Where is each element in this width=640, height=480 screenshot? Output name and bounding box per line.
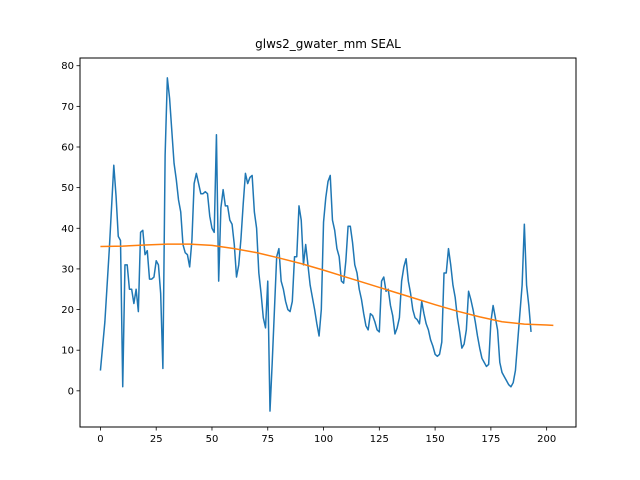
series-line-1 — [99, 77, 532, 412]
x-tick-label: 25 — [150, 434, 163, 445]
y-tick-label: 30 — [61, 264, 74, 275]
x-tick-label: 200 — [537, 434, 556, 445]
x-tick-label: 125 — [370, 434, 389, 445]
plot-frame — [79, 57, 577, 428]
y-tick-label: 20 — [61, 305, 74, 316]
x-tick-label: 75 — [261, 434, 274, 445]
y-tick-label: 40 — [61, 224, 74, 235]
x-tick-label: 175 — [481, 434, 500, 445]
x-tick-label: 150 — [426, 434, 445, 445]
plot-area — [99, 77, 554, 412]
y-tick-label: 0 — [68, 386, 74, 397]
series-line-2 — [100, 243, 554, 327]
x-tick-label: 0 — [97, 434, 103, 445]
y-tick-label: 10 — [61, 346, 74, 357]
axes: 0 25 50 75 100 125 150 175 200 0 10 20 30 40 50 60 70 80 — [61, 61, 556, 445]
y-tick-label: 50 — [61, 183, 74, 194]
y-tick-label: 80 — [61, 61, 74, 72]
x-tick-label: 50 — [206, 434, 219, 445]
chart-title: glws2_gwater_mm SEAL — [255, 37, 401, 51]
y-tick-label: 70 — [61, 102, 74, 113]
x-tick-label: 100 — [314, 434, 333, 445]
y-tick-label: 60 — [61, 142, 74, 153]
